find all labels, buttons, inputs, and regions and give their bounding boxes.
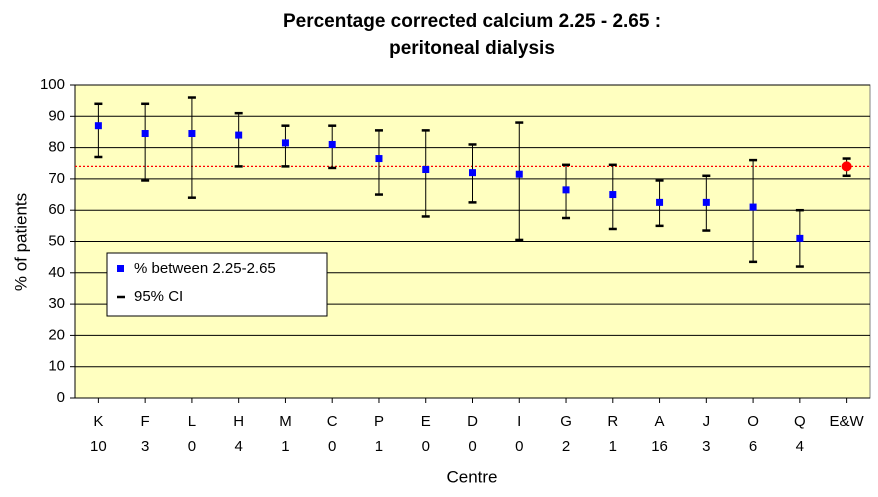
x-tick-count: 0 — [468, 438, 476, 455]
point — [375, 155, 383, 163]
x-tick-label: A — [655, 413, 665, 430]
x-tick-count: 1 — [281, 438, 289, 455]
legend-label: 95% CI — [134, 288, 183, 305]
x-tick-count: 0 — [188, 438, 196, 455]
x-tick-label: K — [93, 413, 103, 430]
chart-title: peritoneal dialysis — [389, 38, 555, 59]
point — [749, 203, 757, 211]
point — [328, 140, 336, 148]
x-tick-label: F — [141, 413, 150, 430]
x-tick-count: 3 — [702, 438, 710, 455]
point — [235, 131, 243, 139]
point — [841, 161, 852, 172]
point — [281, 139, 289, 147]
y-tick-label: 70 — [48, 170, 65, 187]
x-tick-count: 10 — [90, 438, 107, 455]
x-tick-label: O — [747, 413, 759, 430]
x-tick-label: M — [279, 413, 292, 430]
x-tick-label: G — [560, 413, 572, 430]
x-tick-count: 0 — [422, 438, 430, 455]
x-tick-label: L — [188, 413, 196, 430]
x-tick-count: 0 — [515, 438, 523, 455]
point — [702, 198, 710, 206]
x-tick-label: C — [327, 413, 338, 430]
x-tick-count: 4 — [796, 438, 804, 455]
legend — [106, 252, 328, 317]
y-tick-label: 30 — [48, 295, 65, 312]
x-tick-label: P — [374, 413, 384, 430]
x-tick-label: D — [467, 413, 478, 430]
x-tick-label: Q — [794, 413, 806, 430]
point — [141, 130, 149, 138]
x-tick-count: 4 — [235, 438, 243, 455]
point — [469, 169, 476, 177]
x-axis-label: Centre — [446, 467, 497, 486]
y-tick-label: 60 — [48, 201, 65, 218]
x-tick-label: I — [517, 413, 521, 430]
x-tick-label: R — [607, 413, 618, 430]
x-tick-count: 2 — [562, 438, 570, 455]
y-tick-label: 80 — [48, 139, 65, 156]
point — [609, 191, 617, 199]
x-tick-label: E — [421, 413, 431, 430]
x-tick-count: 0 — [328, 438, 336, 455]
y-tick-label: 0 — [57, 389, 65, 406]
point — [515, 170, 523, 178]
y-axis-label: % of patients — [11, 193, 30, 291]
y-tick-label: 100 — [40, 76, 65, 93]
chart-title: Percentage corrected calcium 2.25 - 2.65… — [283, 11, 661, 32]
point — [656, 198, 664, 206]
y-tick-label: 50 — [48, 232, 65, 249]
x-tick-label: H — [233, 413, 244, 430]
point — [188, 130, 196, 138]
y-tick-label: 10 — [48, 358, 65, 375]
x-tick-count: 1 — [609, 438, 617, 455]
y-tick-label: 90 — [48, 107, 65, 124]
point — [422, 166, 430, 174]
x-tick-count: 1 — [375, 438, 383, 455]
x-tick-label: E&W — [830, 413, 865, 430]
x-tick-count: 16 — [651, 438, 668, 455]
legend-label: % between 2.25-2.65 — [134, 260, 276, 277]
point — [94, 122, 102, 130]
legend-marker — [117, 265, 124, 272]
x-tick-label: J — [703, 413, 711, 430]
point — [796, 234, 804, 242]
x-tick-count: 6 — [749, 438, 757, 455]
y-tick-label: 20 — [48, 326, 65, 343]
point — [562, 186, 570, 194]
y-tick-label: 40 — [48, 264, 65, 281]
x-tick-count: 3 — [141, 438, 149, 455]
